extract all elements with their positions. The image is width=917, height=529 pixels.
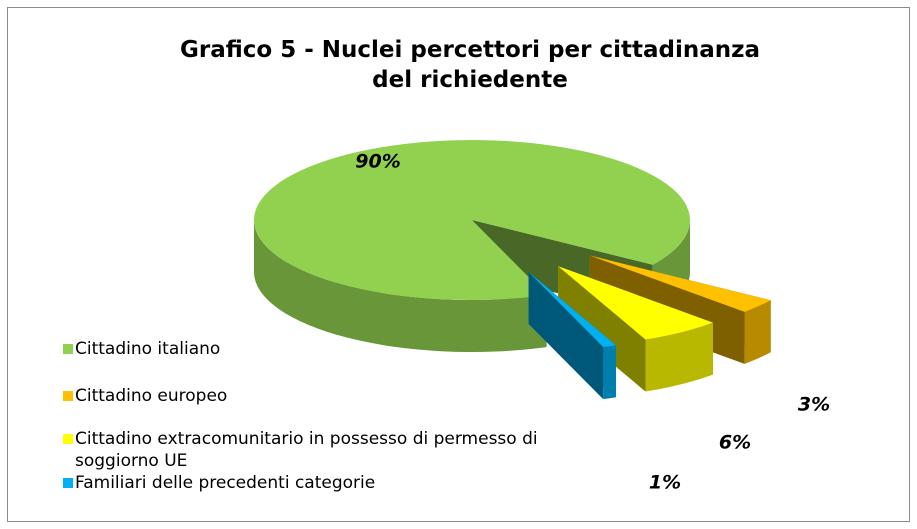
slice-top <box>589 255 771 312</box>
slice-wall <box>645 322 713 392</box>
slice-wall-shade <box>744 300 771 364</box>
pie <box>253 140 771 400</box>
legend-item: Familiari delle precedenti categorie <box>63 472 543 494</box>
legend-swatch <box>63 434 73 444</box>
slice-wall <box>744 300 771 364</box>
legend-item: Cittadino italiano <box>63 338 543 360</box>
slice-wall-shade <box>253 220 547 353</box>
data-label: 90% <box>355 151 400 173</box>
legend-item: Cittadino extracomunitario in possesso d… <box>63 428 543 472</box>
chart-title: Grafico 5 - Nuclei percettori per cittad… <box>180 37 760 63</box>
legend-swatch <box>63 478 73 488</box>
legend-swatch <box>63 391 73 401</box>
slice-wall <box>603 345 616 400</box>
data-label: 3% <box>798 394 830 416</box>
data-label: 6% <box>719 432 751 454</box>
legend-label: Cittadino europeo <box>75 386 228 406</box>
slice-wall-shade <box>603 345 616 400</box>
slice-wall-shade <box>645 322 713 392</box>
chart-title: del richiedente <box>372 67 568 93</box>
slice <box>558 266 713 392</box>
slice-top <box>253 140 690 301</box>
slice-top <box>528 272 616 348</box>
slice <box>528 272 616 400</box>
slice-cut-shade <box>528 272 604 400</box>
slice-top <box>558 266 713 340</box>
legend-label: Cittadino italiano <box>75 339 221 359</box>
slice-wall <box>253 220 547 353</box>
data-label: 1% <box>649 472 681 494</box>
legend-label: Cittadino extracomunitario in possesso d… <box>75 429 538 471</box>
slice-cut-shade <box>558 266 646 392</box>
legend: Cittadino italiano Cittadino europeo Citta… <box>63 338 543 494</box>
legend-item: Cittadino europeo <box>63 385 543 407</box>
legend-label: Familiari delle precedenti categorie <box>75 473 376 493</box>
legend-swatch <box>63 344 73 354</box>
